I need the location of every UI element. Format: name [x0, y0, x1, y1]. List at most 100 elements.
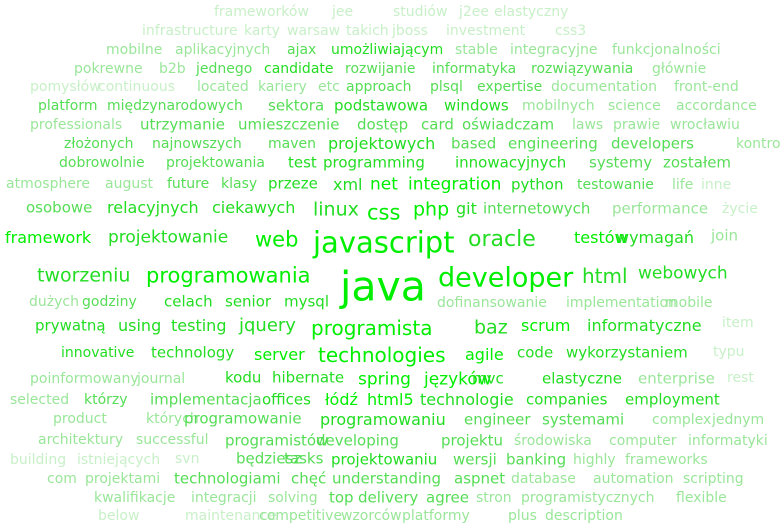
word: informatyki — [688, 433, 768, 449]
word: chęć — [291, 469, 327, 488]
word: projektowaniu — [331, 450, 438, 469]
word: solving — [268, 490, 318, 506]
word: programista — [311, 316, 433, 340]
word: jquery — [239, 315, 296, 336]
word: frameworków — [214, 4, 309, 20]
word: css — [367, 200, 401, 225]
word: innovative — [61, 345, 135, 361]
word: python — [511, 175, 564, 194]
word: svn — [175, 451, 200, 467]
word: testing — [171, 316, 227, 335]
word: code — [517, 343, 554, 362]
word: integracji — [191, 490, 257, 506]
word: mysql — [284, 292, 329, 311]
word: pokrewne — [74, 61, 143, 77]
word: javascript — [313, 225, 455, 260]
word: windows — [444, 96, 509, 115]
word: scripting — [683, 471, 744, 487]
word: science — [608, 98, 661, 114]
word: kwalifikacje — [94, 490, 176, 506]
word: jednego — [196, 61, 253, 77]
word: projektowania — [166, 155, 265, 171]
word: companies — [526, 390, 608, 409]
word: platformy — [402, 508, 470, 524]
word: test — [288, 153, 317, 172]
word: understanding — [332, 469, 442, 488]
word: below — [98, 508, 140, 524]
word: august — [105, 176, 153, 192]
word: investment — [446, 23, 526, 39]
word: webowych — [638, 263, 728, 284]
word: którzy — [84, 392, 128, 408]
word: najnowszych — [152, 136, 242, 152]
word: top — [329, 488, 354, 507]
word: candidate — [264, 61, 334, 77]
word: języków — [424, 369, 492, 390]
word: professionals — [30, 117, 123, 133]
word: j2ee — [459, 4, 490, 20]
word: enterprise — [638, 369, 715, 388]
word: godziny — [82, 294, 137, 310]
word: kariery — [258, 79, 307, 95]
word: developer — [438, 262, 574, 294]
word: typu — [713, 344, 745, 360]
word: dużych — [29, 294, 79, 310]
word: accordance — [676, 98, 757, 114]
word: life — [672, 177, 694, 193]
word: prawie — [613, 117, 661, 133]
word: umożliwiającym — [331, 42, 444, 58]
word: developers — [611, 134, 694, 153]
word: delivery — [358, 488, 419, 507]
word: ciekawych — [212, 198, 296, 217]
word: css3 — [555, 23, 587, 39]
word: net — [370, 174, 398, 195]
word: engineering — [508, 134, 598, 153]
word: documentation — [551, 79, 658, 95]
word: continuous — [98, 79, 175, 95]
word: łódź — [325, 390, 358, 409]
word: innowacyjnych — [455, 153, 567, 172]
word: competitive — [259, 508, 343, 524]
word: java — [340, 262, 426, 311]
word: elastyczne — [542, 369, 623, 388]
word: hibernate — [272, 368, 345, 387]
word: stable — [455, 42, 498, 58]
word: journal — [137, 371, 186, 387]
word: takich — [346, 23, 389, 39]
word: integration — [408, 174, 502, 195]
word: employment — [625, 390, 720, 409]
word: xml — [333, 175, 363, 194]
word: successful — [136, 432, 209, 448]
word: dostęp — [357, 115, 409, 134]
word: poinformowany — [30, 371, 139, 387]
word: projektowanie — [108, 227, 229, 248]
word: baz — [474, 316, 508, 339]
word: mobile — [665, 295, 713, 311]
word: com — [47, 471, 77, 487]
word: środowiska — [514, 433, 592, 449]
word: selected — [10, 392, 70, 408]
word: rozwiązywania — [531, 61, 634, 77]
word: oświadczam — [462, 115, 555, 134]
word: programming — [323, 153, 425, 172]
word: plus — [508, 508, 537, 524]
word: celach — [164, 292, 213, 311]
word: flexible — [676, 490, 727, 506]
word: umieszczenie — [238, 115, 340, 134]
word: infrastructure — [142, 23, 238, 39]
word: based — [451, 134, 497, 153]
word: sektora — [268, 96, 325, 115]
word: projektowych — [328, 134, 436, 153]
word: computer — [609, 433, 677, 449]
word: międzynarodowych — [107, 98, 243, 114]
word: complex — [652, 412, 712, 428]
word: inne — [701, 177, 732, 193]
word: rozwijanie — [345, 61, 416, 77]
word: b2b — [159, 61, 186, 77]
word: web — [255, 227, 299, 252]
word: linux — [313, 198, 359, 221]
word: tasks — [284, 449, 324, 468]
word: developing — [316, 431, 399, 450]
word: testów — [574, 228, 628, 247]
